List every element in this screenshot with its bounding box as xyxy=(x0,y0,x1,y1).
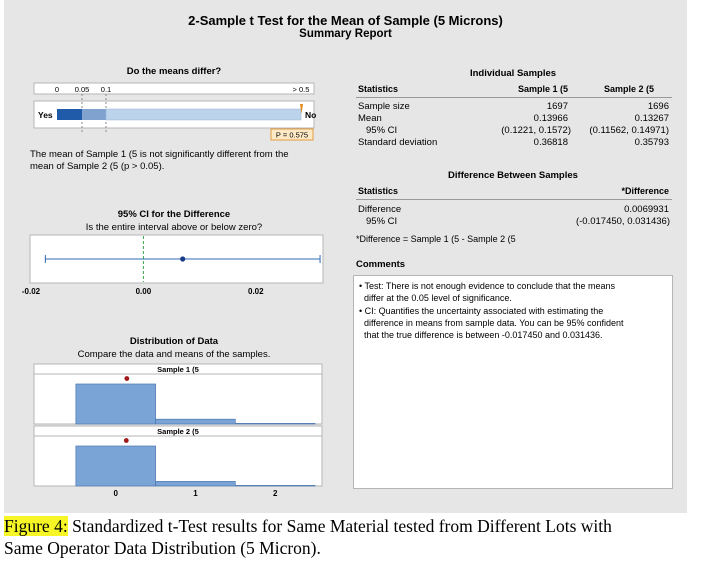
pvalue-tick-label: 0 xyxy=(55,85,59,94)
comments-title: Comments xyxy=(356,259,406,270)
panel-label: Sample 2 (5 xyxy=(157,427,199,436)
pvalue-bar-0.1-0.5 xyxy=(105,108,302,121)
histogram-bar xyxy=(155,481,236,487)
pvalue-scale-strip xyxy=(33,82,315,95)
panel-label: Sample 1 (5 xyxy=(157,365,199,374)
individual-row-s2: 0.13267 xyxy=(634,113,669,124)
difference-row-value: (-0.017450, 0.031436) xyxy=(575,216,670,227)
individual-header-s1: Sample 1 (5 xyxy=(517,84,568,94)
sample-mean-dot xyxy=(124,376,130,381)
individual-row-label: Standard deviation xyxy=(358,137,438,148)
histogram-bar xyxy=(75,383,156,425)
differ-conclusion-1: The mean of Sample 1 (5 is not significa… xyxy=(30,149,289,160)
individual-row-s1: 0.36818 xyxy=(533,137,568,148)
individual-row-s1: 1697 xyxy=(546,101,568,112)
individual-row-s2: 1696 xyxy=(647,101,669,112)
sample-mean-dot xyxy=(123,438,129,443)
distribution-chart: Sample 1 (5 Sample 2 (5 0 1 2 xyxy=(33,363,323,498)
ci-title: 95% CI for the Difference xyxy=(117,209,231,220)
p-value-label: P = 0.575 xyxy=(276,131,308,140)
comment-line: • CI: Quantifies the uncertainty associa… xyxy=(359,306,604,316)
figure-caption-text: Standardized t-Test results for Same Mat… xyxy=(67,516,612,536)
ci-tick-label: 0.00 xyxy=(136,287,152,296)
difference-row-label: Difference xyxy=(358,204,402,215)
figure-caption-text-2: Same Operator Data Distribution (5 Micro… xyxy=(4,538,321,558)
individual-header-s2: Sample 2 (5 xyxy=(604,84,655,94)
pvalue-tick-label: 0.1 xyxy=(101,85,111,94)
individual-row-s1: (0.1221, 0.1572) xyxy=(501,125,571,136)
individual-row-s1: 0.13966 xyxy=(533,113,568,124)
report-title: 2-Sample t Test for the Mean of Sample (… xyxy=(188,13,503,28)
difference-header-rule xyxy=(356,199,672,200)
difference-header-value: *Difference xyxy=(621,186,669,196)
comment-line: that the true difference is between -0.0… xyxy=(364,330,603,340)
ci-tick-label: 0.02 xyxy=(248,287,264,296)
ci-estimate-point xyxy=(180,256,186,262)
individual-header-stat: Statistics xyxy=(358,84,399,94)
difference-footnote: *Difference = Sample 1 (5 - Sample 2 (5 xyxy=(356,234,516,244)
histogram-bar xyxy=(234,485,316,487)
distribution-title: Distribution of Data xyxy=(129,336,219,347)
report-subtitle: Summary Report xyxy=(299,28,392,40)
difference-title: Difference Between Samples xyxy=(448,170,578,181)
p-value-box xyxy=(270,128,314,141)
summary-report: 2-Sample t Test for the Mean of Sample (… xyxy=(4,0,687,513)
individual-title: Individual Samples xyxy=(469,68,557,79)
no-label: No xyxy=(305,110,316,120)
individual-row-label: Sample size xyxy=(358,101,410,112)
yes-label: Yes xyxy=(38,110,53,120)
distribution-tick-label: 2 xyxy=(273,489,278,498)
differ-title: Do the means differ? xyxy=(126,66,222,77)
distribution-tick-label: 1 xyxy=(193,489,198,498)
pvalue-bar-0.05-0.1 xyxy=(82,109,106,120)
figure-caption: Figure 4: Standardized t-Test results fo… xyxy=(4,515,716,559)
difference-row-label: 95% CI xyxy=(366,216,398,227)
histogram-bar xyxy=(155,418,236,425)
pvalue-tick-label: > 0.5 xyxy=(293,85,310,94)
differ-conclusion-2: mean of Sample 2 (5 (p > 0.05). xyxy=(30,161,165,172)
distribution-subtitle: Compare the data and means of the sample… xyxy=(77,349,271,360)
comments-box: • Test: There is not enough evidence to … xyxy=(353,275,673,489)
comment-line: • Test: There is not enough evidence to … xyxy=(359,281,615,291)
histogram-bar xyxy=(234,423,316,425)
histogram-bar xyxy=(75,445,156,487)
figure-label: Figure 4: xyxy=(4,516,68,536)
ci-tick-label: -0.02 xyxy=(22,287,41,296)
p-value-marker xyxy=(300,104,303,114)
individual-row-label: 95% CI xyxy=(366,125,398,136)
individual-row-s2: 0.35793 xyxy=(634,137,669,148)
individual-row-label: Mean xyxy=(358,113,382,124)
individual-row-s2: (0.11562, 0.14971) xyxy=(589,125,669,136)
difference-header-stat: Statistics xyxy=(358,186,399,196)
pvalue-bar-0-0.05 xyxy=(57,109,82,120)
pvalue-bar-chart: 0 0.05 0.1 > 0.5 Yes No P = 0.575 xyxy=(33,82,316,141)
difference-row-value: 0.0069931 xyxy=(624,204,669,215)
ci-question: Is the entire interval above or below ze… xyxy=(85,222,263,233)
pvalue-tick-label: 0.05 xyxy=(75,85,90,94)
distribution-tick-label: 0 xyxy=(113,489,118,498)
ci-interval-chart: -0.02 0.00 0.02 xyxy=(22,234,324,296)
comment-line: differ at the 0.05 level of significance… xyxy=(364,293,512,303)
individual-header-rule xyxy=(356,97,672,98)
comment-line: difference in means from sample data. Yo… xyxy=(364,318,624,328)
